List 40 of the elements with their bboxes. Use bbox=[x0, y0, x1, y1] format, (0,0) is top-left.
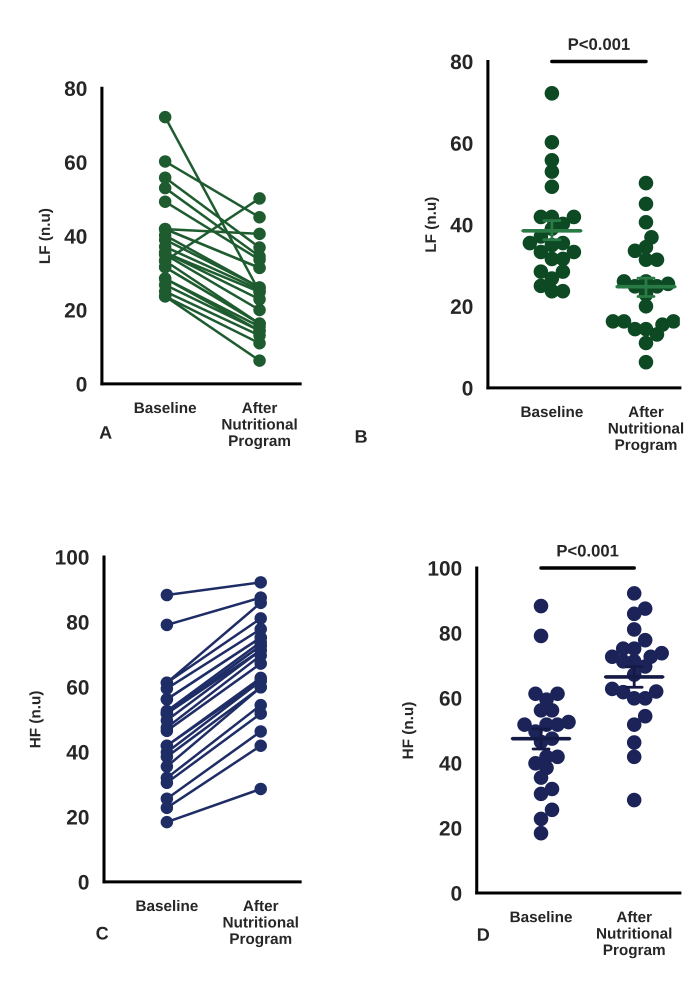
y-tick-label: 40 bbox=[64, 229, 86, 244]
y-tick-label: 60 bbox=[450, 136, 472, 151]
x-tick-label: After Nutritional Program bbox=[597, 911, 672, 958]
x-tick-label: Baseline bbox=[136, 900, 198, 912]
y-axis-title: HF (n.u) bbox=[402, 702, 416, 758]
x-tick-label: Baseline bbox=[134, 402, 196, 414]
y-tick-label: 60 bbox=[67, 680, 89, 695]
text: B bbox=[356, 430, 367, 443]
y-tick-label: 0 bbox=[78, 874, 89, 890]
y-tick-label: 60 bbox=[64, 155, 86, 170]
y-axis-title: LF (n.u) bbox=[38, 208, 54, 264]
text: P<0.001 bbox=[557, 544, 618, 557]
y-axis-title: LF (n.u) bbox=[424, 197, 440, 252]
y-tick-label: 60 bbox=[440, 691, 462, 706]
y-tick-label: 80 bbox=[440, 626, 462, 641]
text: D bbox=[478, 928, 490, 941]
x-tick-label: After Nutritional Program bbox=[222, 402, 297, 450]
x-tick-label: Baseline bbox=[521, 406, 583, 418]
y-tick-label: 20 bbox=[64, 303, 86, 318]
y-axis-title: HF (n.u) bbox=[29, 691, 44, 748]
y-tick-label: 100 bbox=[56, 550, 89, 565]
y-tick-label: 40 bbox=[439, 756, 462, 771]
x-tick-label: After Nutritional Program bbox=[224, 900, 298, 948]
y-tick-label: 80 bbox=[66, 614, 89, 630]
y-tick-label: 20 bbox=[450, 299, 472, 314]
text: C bbox=[96, 926, 108, 940]
y-tick-label: 20 bbox=[440, 821, 462, 836]
y-tick-label: 80 bbox=[450, 54, 472, 70]
y-tick-label: 40 bbox=[450, 218, 472, 232]
x-tick-label: After Nutritional Program bbox=[608, 406, 684, 454]
y-tick-label: 80 bbox=[64, 81, 86, 96]
y-tick-label: 20 bbox=[66, 810, 89, 825]
text: P<0.001 bbox=[568, 38, 630, 50]
y-tick-label: 0 bbox=[451, 886, 462, 901]
y-tick-label: 0 bbox=[76, 376, 86, 392]
y-tick-label: 40 bbox=[66, 744, 89, 760]
x-tick-label: Baseline bbox=[510, 911, 572, 922]
y-tick-label: 100 bbox=[428, 561, 462, 576]
text: A bbox=[100, 426, 112, 439]
y-tick-label: 0 bbox=[462, 380, 472, 396]
